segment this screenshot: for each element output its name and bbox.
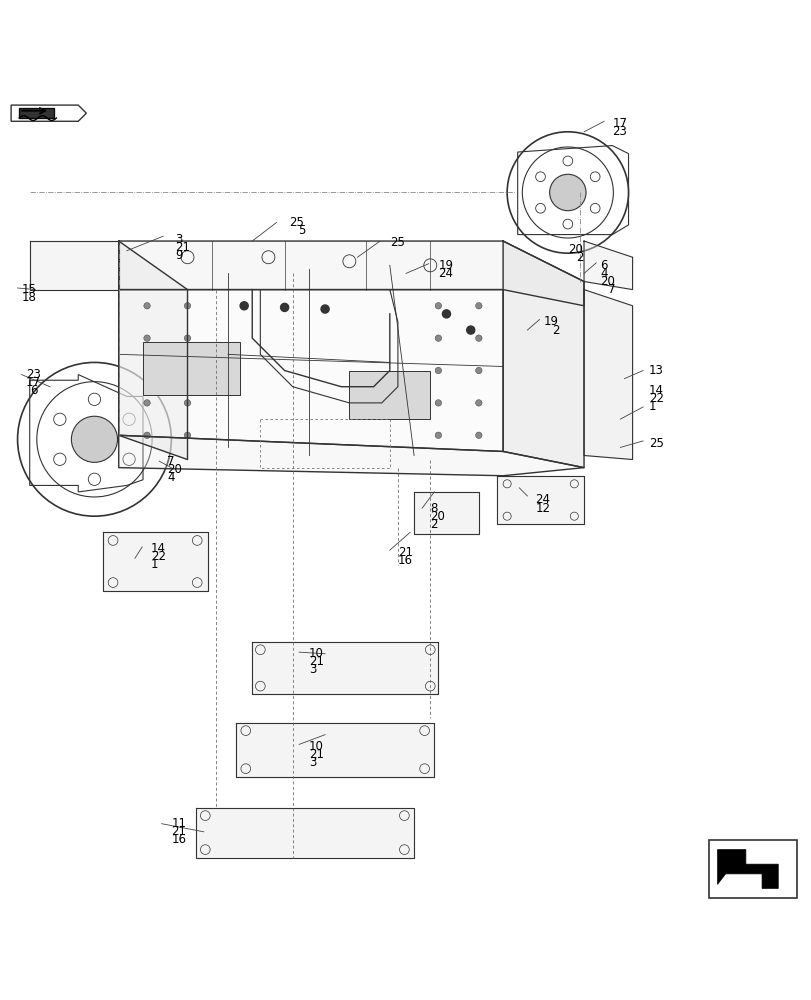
Circle shape	[71, 416, 118, 462]
Circle shape	[184, 367, 191, 374]
Polygon shape	[583, 241, 632, 290]
Circle shape	[442, 310, 450, 318]
Circle shape	[475, 335, 482, 341]
Text: 24: 24	[534, 493, 550, 506]
Text: 25: 25	[389, 236, 404, 249]
Circle shape	[549, 174, 586, 211]
Circle shape	[281, 303, 288, 311]
Circle shape	[475, 432, 482, 438]
Text: 22: 22	[648, 392, 663, 405]
Text: 3: 3	[175, 233, 182, 246]
Text: 22: 22	[151, 550, 166, 563]
Circle shape	[144, 367, 150, 374]
Polygon shape	[497, 476, 583, 524]
Polygon shape	[195, 808, 414, 858]
Polygon shape	[102, 532, 208, 591]
Polygon shape	[30, 241, 118, 290]
Text: 25: 25	[648, 437, 663, 450]
Text: 3: 3	[308, 756, 315, 769]
Circle shape	[320, 305, 328, 313]
Text: 17: 17	[26, 376, 41, 389]
Polygon shape	[118, 435, 583, 476]
Text: 3: 3	[308, 663, 315, 676]
Text: 21: 21	[175, 241, 190, 254]
Polygon shape	[118, 241, 187, 460]
Text: 1: 1	[648, 400, 655, 413]
Polygon shape	[503, 241, 583, 468]
Text: 15: 15	[22, 283, 36, 296]
Text: 23: 23	[26, 368, 41, 381]
Circle shape	[184, 303, 191, 309]
Text: 14: 14	[151, 542, 166, 555]
Bar	[709, 840, 796, 898]
Circle shape	[435, 432, 441, 438]
Polygon shape	[717, 850, 777, 888]
Text: 4: 4	[599, 267, 607, 280]
Text: 16: 16	[171, 833, 186, 846]
Text: 19: 19	[543, 315, 558, 328]
Bar	[143, 342, 240, 395]
Text: 20: 20	[599, 275, 614, 288]
Text: 20: 20	[430, 510, 444, 523]
Circle shape	[240, 302, 248, 310]
Text: 10: 10	[308, 740, 324, 753]
Circle shape	[475, 367, 482, 374]
Polygon shape	[252, 642, 438, 694]
Circle shape	[184, 400, 191, 406]
Bar	[349, 371, 430, 419]
Circle shape	[435, 367, 441, 374]
Text: 7: 7	[167, 455, 174, 468]
Text: 21: 21	[308, 748, 324, 761]
Circle shape	[435, 303, 441, 309]
Text: 21: 21	[308, 655, 324, 668]
Polygon shape	[583, 290, 632, 460]
Text: 5: 5	[298, 224, 306, 237]
Text: 20: 20	[567, 243, 582, 256]
Text: 17: 17	[611, 117, 627, 130]
Text: 21: 21	[171, 825, 186, 838]
Polygon shape	[414, 492, 478, 534]
Polygon shape	[236, 723, 434, 777]
Text: 16: 16	[397, 554, 413, 567]
Text: 14: 14	[648, 384, 663, 397]
Circle shape	[144, 303, 150, 309]
Text: 1: 1	[151, 558, 158, 571]
Circle shape	[144, 432, 150, 438]
Polygon shape	[118, 241, 583, 306]
Text: 25: 25	[288, 216, 303, 229]
Text: 6: 6	[30, 384, 37, 397]
Polygon shape	[19, 108, 54, 118]
Circle shape	[144, 335, 150, 341]
Text: 20: 20	[167, 463, 182, 476]
Circle shape	[475, 400, 482, 406]
Text: 24: 24	[438, 267, 453, 280]
Circle shape	[475, 303, 482, 309]
Circle shape	[144, 400, 150, 406]
Text: 12: 12	[534, 502, 550, 515]
Circle shape	[184, 432, 191, 438]
Text: 11: 11	[171, 817, 186, 830]
Text: 10: 10	[308, 647, 324, 660]
Circle shape	[435, 335, 441, 341]
Text: 2: 2	[575, 251, 583, 264]
Text: 9: 9	[175, 249, 182, 262]
Text: 4: 4	[167, 471, 174, 484]
Text: 13: 13	[648, 364, 663, 377]
Text: 19: 19	[438, 259, 453, 272]
Text: 23: 23	[611, 125, 626, 138]
Circle shape	[435, 400, 441, 406]
Text: 21: 21	[397, 546, 413, 559]
Text: 2: 2	[430, 518, 437, 531]
Text: 6: 6	[599, 259, 607, 272]
Text: 18: 18	[22, 291, 36, 304]
Polygon shape	[118, 290, 503, 451]
Text: 2: 2	[551, 324, 559, 337]
Text: 7: 7	[607, 283, 615, 296]
Text: 8: 8	[430, 502, 437, 515]
Circle shape	[184, 335, 191, 341]
Circle shape	[466, 326, 474, 334]
